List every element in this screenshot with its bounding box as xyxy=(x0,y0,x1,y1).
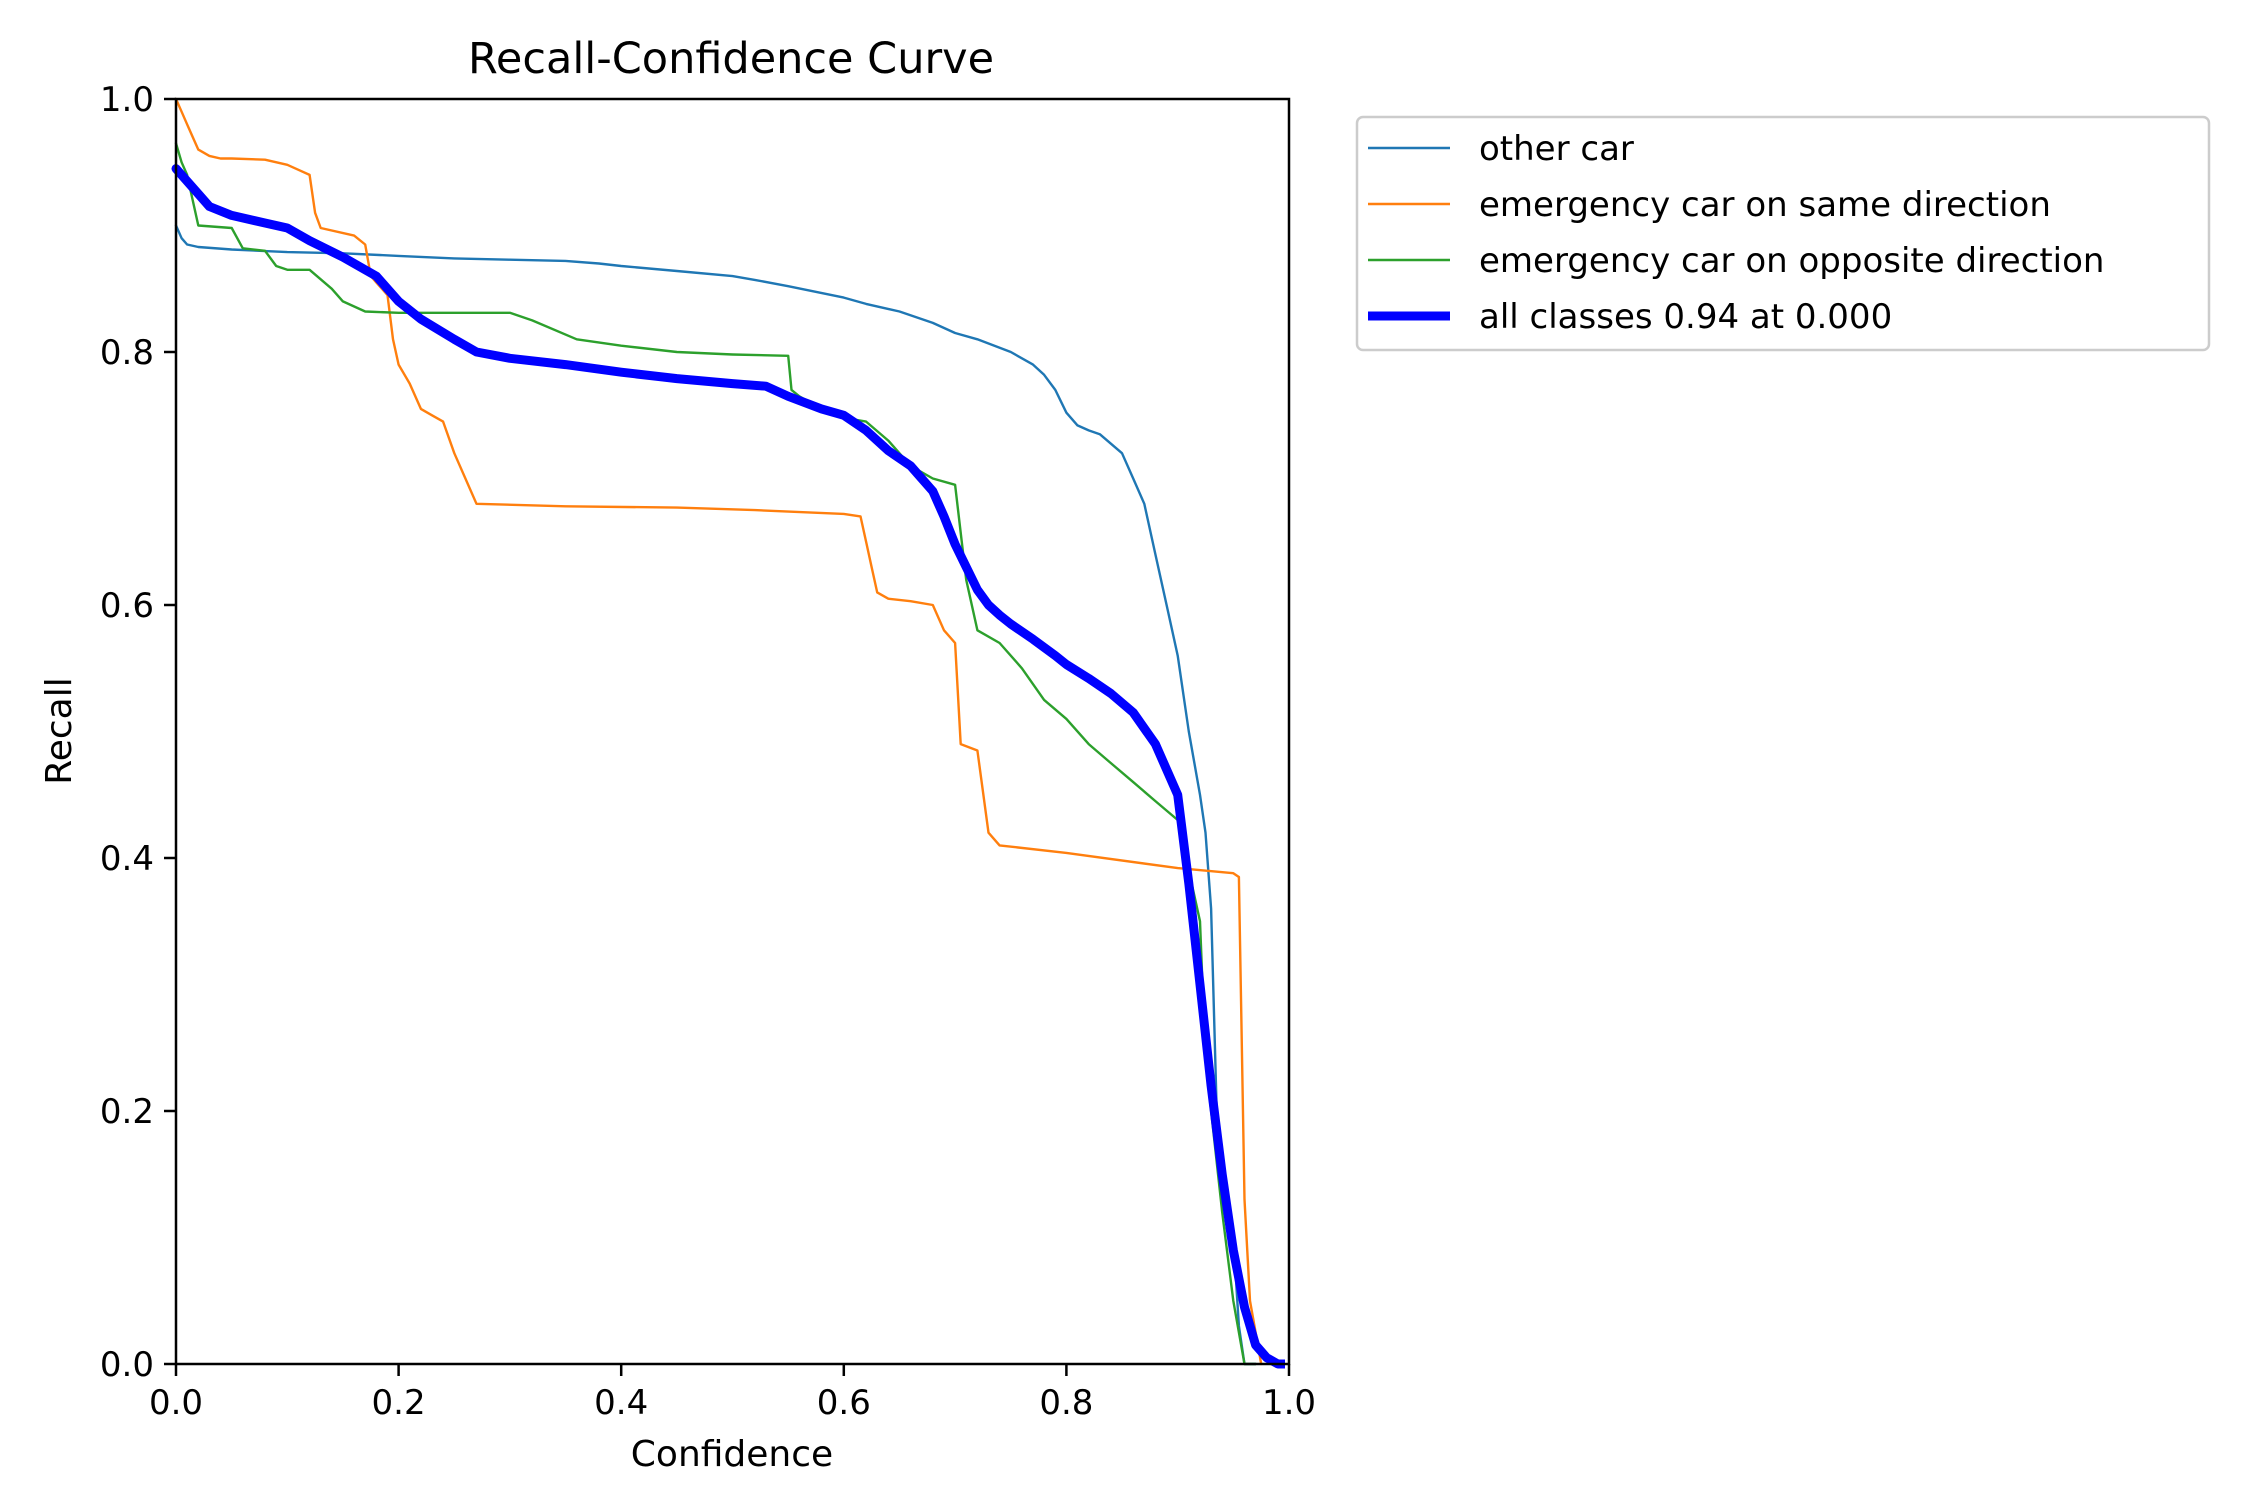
x-tick-label: 1.0 xyxy=(1262,1383,1316,1423)
x-tick-label: 0.8 xyxy=(1039,1383,1093,1423)
series-line-1 xyxy=(174,224,1257,1366)
y-tick-label: 0.6 xyxy=(100,586,154,626)
plot-frame xyxy=(174,97,1291,1366)
x-tick-label: 0.2 xyxy=(372,1383,426,1423)
legend-label: all classes 0.94 at 0.000 xyxy=(1479,297,1892,337)
x-tick-label: 0.4 xyxy=(594,1383,648,1423)
series-line-4 xyxy=(171,164,1285,1369)
legend-items: other car emergency car on same direction… xyxy=(1368,129,2104,337)
series-line-2 xyxy=(174,97,1263,1366)
y-tick-label: 1.0 xyxy=(100,80,154,120)
chart-title: Recall-Confidence Curve xyxy=(468,34,994,84)
legend-label: other car xyxy=(1479,129,1634,169)
y-tick-label: 0.0 xyxy=(100,1345,154,1385)
legend-frame xyxy=(1355,115,2211,352)
y-tick-label: 0.2 xyxy=(100,1092,154,1132)
legend-label: emergency car on same direction xyxy=(1479,185,2051,225)
x-axis: 0.0 0.2 0.4 0.6 0.8 1.0 xyxy=(149,1364,1316,1423)
x-axis-label: Confidence xyxy=(631,1434,833,1475)
plot-area xyxy=(171,97,1285,1369)
y-axis: 0.0 0.2 0.4 0.6 0.8 1.0 xyxy=(100,80,176,1385)
x-tick-label: 0.0 xyxy=(149,1383,203,1423)
series-layer xyxy=(171,97,1285,1369)
y-axis-label: Recall xyxy=(39,677,80,784)
legend: other car emergency car on same direction… xyxy=(1355,115,2211,352)
legend-label: emergency car on opposite direction xyxy=(1479,241,2104,281)
y-tick-label: 0.4 xyxy=(100,839,154,879)
x-tick-label: 0.6 xyxy=(817,1383,871,1423)
y-tick-label: 0.8 xyxy=(100,333,154,373)
